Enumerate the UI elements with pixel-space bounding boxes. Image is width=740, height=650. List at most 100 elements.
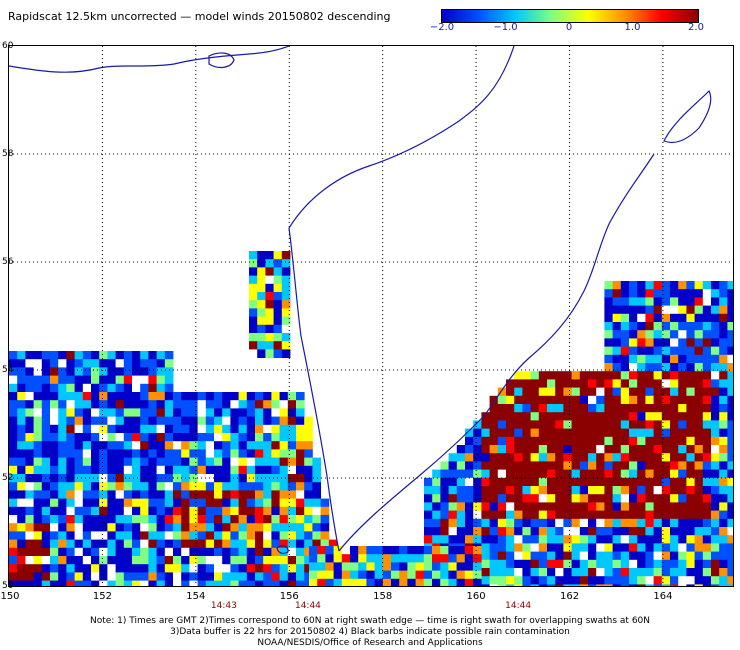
wind-cell xyxy=(702,568,712,577)
wind-cell xyxy=(123,359,133,368)
wind-cell xyxy=(91,564,100,573)
wind-cell xyxy=(50,498,59,508)
wind-cell xyxy=(115,564,125,573)
wind-cell xyxy=(653,453,663,462)
wind-cell xyxy=(596,551,605,561)
wind-cell xyxy=(432,535,441,544)
wind-cell xyxy=(238,433,248,442)
wind-cell xyxy=(596,559,605,569)
wind-cell xyxy=(164,482,174,491)
wind-cell xyxy=(325,562,334,571)
wind-cell xyxy=(456,510,466,520)
wind-cell xyxy=(222,556,231,565)
wind-cell xyxy=(686,584,695,586)
wind-cell xyxy=(547,494,556,503)
wind-cell xyxy=(727,559,733,569)
wind-cell xyxy=(296,580,305,586)
wind-cell xyxy=(287,547,297,557)
wind-cell xyxy=(645,551,654,561)
wind-cell xyxy=(424,486,433,495)
wind-cell xyxy=(164,392,174,401)
wind-cell xyxy=(197,441,207,450)
wind-cell xyxy=(350,546,359,555)
wind-cell xyxy=(33,424,43,434)
wind-cell xyxy=(279,441,289,450)
wind-cell xyxy=(522,420,531,429)
wind-cell xyxy=(440,570,449,580)
wind-cell xyxy=(123,539,133,549)
wind-cell xyxy=(50,367,59,376)
wind-cell xyxy=(506,510,515,520)
wind-cell xyxy=(694,354,704,364)
wind-cell xyxy=(514,551,523,561)
wind-cell xyxy=(497,404,507,413)
wind-cell xyxy=(74,416,84,426)
wind-cell xyxy=(448,554,457,563)
wind-cell xyxy=(530,568,540,577)
colorbar xyxy=(441,9,699,23)
wind-cell xyxy=(448,535,458,544)
wind-cell xyxy=(702,338,712,347)
wind-cell xyxy=(571,551,581,561)
wind-cell xyxy=(123,424,133,434)
wind-cell xyxy=(653,551,663,561)
wind-cell xyxy=(612,535,622,544)
wind-cell xyxy=(465,477,474,487)
wind-cell xyxy=(473,578,482,586)
wind-cell xyxy=(686,346,695,356)
wind-cell xyxy=(123,580,133,586)
wind-cell xyxy=(670,412,679,421)
wind-cell xyxy=(156,457,166,467)
wind-cell xyxy=(246,433,256,442)
wind-cell xyxy=(563,535,572,544)
wind-cell xyxy=(588,527,597,536)
wind-cell xyxy=(230,564,239,573)
wind-cell xyxy=(156,564,166,573)
wind-cell xyxy=(238,547,248,557)
wind-cell xyxy=(140,383,149,393)
wind-cell xyxy=(702,436,712,446)
wind-cell xyxy=(279,433,289,442)
wind-cell xyxy=(497,445,507,454)
wind-cell xyxy=(653,510,663,520)
wind-cell xyxy=(107,433,116,442)
wind-cell xyxy=(58,580,67,586)
wind-cell xyxy=(456,518,466,528)
wind-cell xyxy=(350,570,359,580)
wind-cell xyxy=(514,387,523,397)
wind-cell xyxy=(140,547,149,557)
wind-cell xyxy=(694,543,704,552)
wind-cell xyxy=(123,515,133,524)
wind-cell xyxy=(333,562,343,571)
wind-cell xyxy=(271,441,280,450)
wind-cell xyxy=(612,322,622,331)
wind-cell xyxy=(99,498,108,508)
wind-cell xyxy=(230,400,239,409)
wind-cell xyxy=(424,477,433,487)
wind-cell xyxy=(391,578,400,586)
wind-cell xyxy=(246,564,256,573)
wind-cell xyxy=(538,461,548,470)
wind-cell xyxy=(711,527,720,536)
wind-cell xyxy=(74,449,84,458)
wind-cell xyxy=(645,404,654,413)
wind-cell xyxy=(66,523,75,532)
wind-cell xyxy=(637,576,646,585)
wind-cell xyxy=(555,551,564,561)
wind-cell xyxy=(620,363,630,372)
wind-cell xyxy=(296,531,305,540)
wind-cell xyxy=(686,436,695,446)
wind-cell xyxy=(481,477,490,487)
wind-cell xyxy=(448,461,458,470)
wind-cell xyxy=(694,379,704,388)
wind-cell xyxy=(563,428,572,438)
wind-cell xyxy=(629,330,638,339)
wind-cell xyxy=(205,547,215,557)
wind-cell xyxy=(686,559,695,569)
wind-cell xyxy=(140,433,149,442)
wind-cell xyxy=(440,578,449,586)
wind-cell xyxy=(489,428,499,438)
wind-cell xyxy=(694,445,704,454)
wind-cell xyxy=(538,445,548,454)
wind-cell xyxy=(255,474,264,483)
